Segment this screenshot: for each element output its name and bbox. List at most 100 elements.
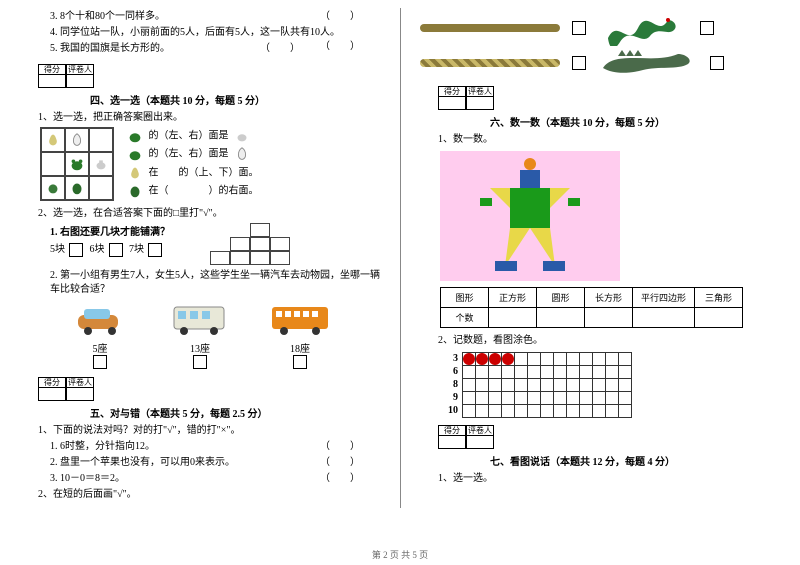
score-cell[interactable]: 得分 [38, 377, 66, 401]
checkbox-rope1[interactable] [572, 21, 586, 35]
dot-cell[interactable] [618, 391, 632, 405]
dot-row-label: 9 [440, 392, 458, 403]
dot-cell[interactable] [566, 365, 580, 379]
dot-cell[interactable] [566, 352, 580, 366]
dot-cell[interactable] [553, 391, 567, 405]
dot-cell[interactable] [553, 365, 567, 379]
grader-cell[interactable]: 评卷人 [66, 377, 94, 401]
checkbox-car-5[interactable] [93, 355, 107, 369]
dot-cell[interactable] [540, 365, 554, 379]
answer-bracket[interactable]: （ ） [320, 10, 360, 24]
td-input[interactable] [585, 308, 633, 328]
dot-cell[interactable] [592, 365, 606, 379]
dot-cell[interactable] [488, 404, 502, 418]
dot-cell[interactable] [618, 404, 632, 418]
dot-cell[interactable] [592, 378, 606, 392]
dot-cell[interactable] [579, 365, 593, 379]
dot-cell[interactable] [488, 378, 502, 392]
tf-text: 4. 同学位站一队，小丽前面的5人，后面有5人，这一队共有10人。 [50, 27, 340, 38]
dot-cell[interactable] [566, 391, 580, 405]
answer-bracket[interactable]: （ ） [320, 440, 360, 454]
checkbox-croc[interactable] [710, 56, 724, 70]
checkbox-car-13[interactable] [193, 355, 207, 369]
dot-cell[interactable] [566, 404, 580, 418]
dot-cell[interactable] [527, 365, 541, 379]
dot-cell[interactable] [592, 404, 606, 418]
dot-cell[interactable] [501, 404, 515, 418]
tf-item: 4. 同学位站一队，小丽前面的5人，后面有5人，这一队共有10人。（ ） [50, 26, 380, 40]
dot-cell[interactable] [488, 352, 502, 366]
dot-cell[interactable] [540, 391, 554, 405]
dot-cell[interactable] [618, 352, 632, 366]
dot-cell[interactable] [592, 352, 606, 366]
td-input[interactable] [489, 308, 537, 328]
dot-cell[interactable] [475, 365, 489, 379]
dot-cell[interactable] [527, 404, 541, 418]
dot-cell[interactable] [527, 352, 541, 366]
dot-cell[interactable] [462, 365, 476, 379]
grader-cell[interactable]: 评卷人 [66, 64, 94, 88]
dot-cell[interactable] [475, 404, 489, 418]
dot-cell[interactable] [462, 391, 476, 405]
answer-bracket[interactable]: （ ） [320, 456, 360, 470]
dot-cell[interactable] [540, 352, 554, 366]
dot-cell[interactable] [514, 378, 528, 392]
dot-cell[interactable] [527, 391, 541, 405]
dot-cell[interactable] [553, 404, 567, 418]
td-input[interactable] [537, 308, 585, 328]
grader-cell[interactable]: 评卷人 [466, 86, 494, 110]
dot-cell[interactable] [579, 404, 593, 418]
dot-cell[interactable] [579, 378, 593, 392]
dot-cell[interactable] [605, 352, 619, 366]
dot-cell[interactable] [501, 378, 515, 392]
dot-cell[interactable] [462, 378, 476, 392]
dot-cell[interactable] [540, 404, 554, 418]
dot-cell[interactable] [553, 352, 567, 366]
checkbox-car-18[interactable] [293, 355, 307, 369]
dot-cell[interactable] [501, 365, 515, 379]
td-input[interactable] [695, 308, 743, 328]
dot-cell[interactable] [540, 378, 554, 392]
pear-icon [42, 131, 64, 149]
dot-cell[interactable] [514, 365, 528, 379]
dot-cell[interactable] [488, 391, 502, 405]
dot-cell[interactable] [501, 391, 515, 405]
dot-cell[interactable] [475, 391, 489, 405]
grader-cell[interactable]: 评卷人 [466, 425, 494, 449]
left-column: 3. 8个十和80个一同样多。（ ） 4. 同学位站一队，小丽前面的5人，后面有… [0, 0, 400, 540]
checkbox-7[interactable] [148, 243, 162, 257]
dot-cell[interactable] [592, 391, 606, 405]
score-cell[interactable]: 得分 [38, 64, 66, 88]
dot-cell[interactable] [514, 391, 528, 405]
checkbox-5[interactable] [69, 243, 83, 257]
dot-cell[interactable] [462, 404, 476, 418]
checkbox-snake[interactable] [700, 21, 714, 35]
dot-cell[interactable] [475, 378, 489, 392]
answer-bracket[interactable]: （ ） [260, 42, 300, 56]
dot-cell[interactable] [514, 404, 528, 418]
dot-cell[interactable] [553, 378, 567, 392]
dot-cell[interactable] [501, 352, 515, 366]
top-tf-questions: 3. 8个十和80个一同样多。（ ） 4. 同学位站一队，小丽前面的5人，后面有… [20, 10, 380, 56]
dot-cell[interactable] [488, 365, 502, 379]
dot-cell[interactable] [579, 391, 593, 405]
score-cell[interactable]: 得分 [438, 86, 466, 110]
td-input[interactable] [633, 308, 695, 328]
dot-cell[interactable] [605, 378, 619, 392]
dot-cell[interactable] [514, 352, 528, 366]
dot-cell[interactable] [605, 391, 619, 405]
dot-cell[interactable] [527, 378, 541, 392]
dot-cell[interactable] [566, 378, 580, 392]
dot-cell[interactable] [605, 404, 619, 418]
dot-cell[interactable] [462, 352, 476, 366]
answer-bracket[interactable]: （ ） [320, 40, 360, 54]
checkbox-rope2[interactable] [572, 56, 586, 70]
dot-cell[interactable] [618, 365, 632, 379]
dot-cell[interactable] [579, 352, 593, 366]
score-cell[interactable]: 得分 [438, 425, 466, 449]
dot-cell[interactable] [475, 352, 489, 366]
checkbox-6[interactable] [109, 243, 123, 257]
dot-cell[interactable] [605, 365, 619, 379]
answer-bracket[interactable]: （ ） [320, 472, 360, 486]
dot-cell[interactable] [618, 378, 632, 392]
